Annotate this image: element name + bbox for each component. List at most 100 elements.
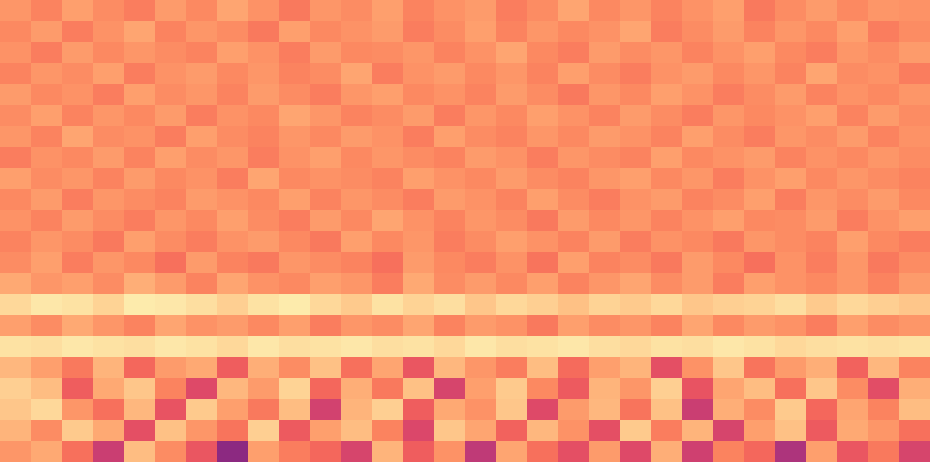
heatmap-cell xyxy=(465,315,497,337)
heatmap-cell xyxy=(899,147,930,169)
heatmap-cell xyxy=(124,210,156,232)
heatmap-cell xyxy=(186,105,218,127)
heatmap-cell xyxy=(31,168,63,190)
heatmap-cell xyxy=(806,126,838,148)
heatmap-cell xyxy=(248,399,280,421)
heatmap-cell xyxy=(62,84,94,106)
heatmap-cell xyxy=(682,336,714,358)
heatmap-cell xyxy=(651,210,683,232)
heatmap-cell xyxy=(31,105,63,127)
heatmap-cell xyxy=(155,21,187,43)
heatmap-cell xyxy=(868,441,900,462)
heatmap-cell xyxy=(279,42,311,64)
heatmap-cell xyxy=(0,357,32,379)
heatmap-cell xyxy=(682,168,714,190)
heatmap-cell xyxy=(31,210,63,232)
heatmap-cell xyxy=(62,357,94,379)
heatmap-cell xyxy=(558,21,590,43)
heatmap-cell xyxy=(558,231,590,253)
heatmap-cell xyxy=(527,168,559,190)
heatmap-cell xyxy=(713,399,745,421)
heatmap-cell xyxy=(341,168,373,190)
heatmap-cell xyxy=(496,105,528,127)
heatmap-cell xyxy=(0,294,32,316)
heatmap-cell xyxy=(465,441,497,462)
heatmap-cell xyxy=(434,357,466,379)
heatmap-cell xyxy=(465,336,497,358)
heatmap-cell xyxy=(279,441,311,462)
heatmap-cell xyxy=(124,357,156,379)
heatmap-cell xyxy=(434,126,466,148)
heatmap-cell xyxy=(186,336,218,358)
heatmap-cell xyxy=(713,378,745,400)
heatmap-cell xyxy=(310,21,342,43)
heatmap-cell xyxy=(248,378,280,400)
heatmap-cell xyxy=(744,252,776,274)
heatmap-cell xyxy=(837,189,869,211)
heatmap-cell xyxy=(403,252,435,274)
heatmap-cell xyxy=(899,42,930,64)
heatmap-cell xyxy=(527,252,559,274)
heatmap-cell xyxy=(155,168,187,190)
heatmap-cell xyxy=(899,126,930,148)
heatmap-cell xyxy=(62,126,94,148)
heatmap-cell xyxy=(527,273,559,295)
heatmap-cell xyxy=(434,441,466,462)
heatmap-cell xyxy=(31,63,63,85)
heatmap-cell xyxy=(434,0,466,22)
heatmap-cell xyxy=(558,84,590,106)
heatmap-cell xyxy=(589,357,621,379)
heatmap-cell xyxy=(589,126,621,148)
heatmap-cell xyxy=(651,420,683,442)
heatmap-cell xyxy=(186,315,218,337)
heatmap-cell xyxy=(651,84,683,106)
heatmap-cell xyxy=(341,252,373,274)
heatmap-cell xyxy=(837,336,869,358)
heatmap-cell xyxy=(31,189,63,211)
heatmap-cell xyxy=(775,168,807,190)
heatmap-cell xyxy=(837,21,869,43)
heatmap-cell xyxy=(93,336,125,358)
heatmap-cell xyxy=(248,420,280,442)
heatmap-cell xyxy=(0,189,32,211)
heatmap-cell xyxy=(434,378,466,400)
heatmap-cell xyxy=(620,231,652,253)
heatmap-cell xyxy=(744,294,776,316)
heatmap-cell xyxy=(837,126,869,148)
heatmap-cell xyxy=(620,147,652,169)
heatmap-cell xyxy=(403,231,435,253)
heatmap-cell xyxy=(713,126,745,148)
heatmap-cell xyxy=(589,336,621,358)
heatmap-cell xyxy=(372,336,404,358)
heatmap-cell xyxy=(837,168,869,190)
heatmap-cell xyxy=(155,378,187,400)
heatmap-cells xyxy=(0,0,930,462)
heatmap-cell xyxy=(403,0,435,22)
heatmap-cell xyxy=(279,147,311,169)
heatmap-cell xyxy=(806,378,838,400)
heatmap-cell xyxy=(868,42,900,64)
heatmap-cell xyxy=(713,273,745,295)
heatmap-cell xyxy=(0,210,32,232)
heatmap-cell xyxy=(837,273,869,295)
heatmap-cell xyxy=(124,21,156,43)
heatmap-cell xyxy=(744,42,776,64)
heatmap-cell xyxy=(93,210,125,232)
heatmap-cell xyxy=(744,210,776,232)
heatmap-cell xyxy=(403,399,435,421)
heatmap-cell xyxy=(310,0,342,22)
heatmap-cell xyxy=(186,147,218,169)
heatmap-cell xyxy=(465,0,497,22)
heatmap-cell xyxy=(651,399,683,421)
heatmap-cell xyxy=(279,357,311,379)
heatmap-cell xyxy=(310,231,342,253)
heatmap-cell xyxy=(279,0,311,22)
heatmap-cell xyxy=(620,273,652,295)
heatmap-cell xyxy=(62,252,94,274)
heatmap-cell xyxy=(310,84,342,106)
heatmap-cell xyxy=(868,210,900,232)
heatmap-cell xyxy=(279,210,311,232)
heatmap-cell xyxy=(341,378,373,400)
heatmap-cell xyxy=(775,147,807,169)
heatmap-cell xyxy=(775,357,807,379)
